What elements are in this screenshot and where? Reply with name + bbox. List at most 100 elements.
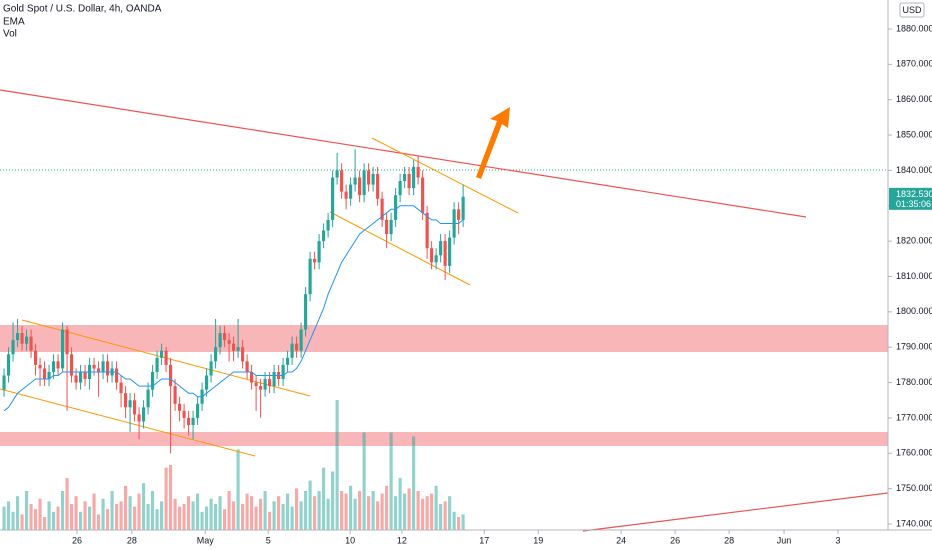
x-tick-label: 28 <box>127 535 137 545</box>
candle-body <box>38 364 42 369</box>
price-layer <box>2 149 465 454</box>
candle-body <box>358 177 362 196</box>
volume-bar <box>358 491 362 530</box>
candle-body <box>335 170 339 178</box>
volume-bar <box>187 496 191 530</box>
candle-body <box>101 361 105 372</box>
candle-body <box>430 248 434 263</box>
x-tick-label: 10 <box>345 535 355 545</box>
volume-bar <box>250 496 254 530</box>
volume-bar <box>2 506 6 530</box>
candle-body <box>304 294 308 330</box>
candle-body <box>448 237 452 266</box>
candle-body <box>160 350 164 358</box>
candle-body <box>92 364 96 369</box>
candle-body <box>196 403 200 418</box>
volume-bar <box>128 496 132 530</box>
x-tick-label: 19 <box>533 535 543 545</box>
candle-body <box>155 357 159 372</box>
volume-bar <box>277 496 281 530</box>
volume-bar <box>29 504 33 530</box>
volume-bar <box>114 504 119 530</box>
candle-body <box>340 170 344 192</box>
y-tick-label: 1880.000 <box>896 23 932 33</box>
volume-bar <box>47 501 51 530</box>
candle-body <box>173 386 177 404</box>
volume-bar <box>349 485 353 530</box>
chart-title: Gold Spot / U.S. Dollar, 4h, OANDA <box>3 4 162 15</box>
candle-body <box>69 354 74 376</box>
currency[interactable]: USD <box>902 5 922 15</box>
candle-body <box>191 417 195 425</box>
volume-bar <box>155 509 159 530</box>
candle-body <box>24 336 29 344</box>
support-zone <box>0 432 888 446</box>
volume-bar <box>169 465 173 530</box>
volume-bar <box>331 471 335 530</box>
candle-body <box>2 375 6 390</box>
arrow <box>476 107 510 179</box>
y-tick-label: 1790.000 <box>896 342 932 352</box>
volume-bar <box>132 506 137 530</box>
volume-bar <box>38 498 42 530</box>
volume-bar <box>105 509 110 530</box>
volume-bar <box>353 498 357 530</box>
volume-bar <box>367 496 371 530</box>
channel-line <box>371 137 519 214</box>
candle-body <box>353 177 357 185</box>
volume-bar <box>416 491 420 530</box>
volume-bar <box>69 504 74 530</box>
candle-body <box>295 343 299 351</box>
candle-body <box>141 407 146 422</box>
price-axis <box>888 0 932 550</box>
last-price-box <box>889 187 932 210</box>
candle-body <box>227 340 231 344</box>
candle-body <box>286 357 290 365</box>
candle-body <box>182 410 186 418</box>
candle-body <box>398 181 402 196</box>
volume-bar <box>160 501 164 530</box>
candle-body <box>146 389 150 408</box>
currency-box[interactable] <box>899 2 925 18</box>
volume-bar <box>56 506 60 530</box>
volume-bar <box>146 504 150 530</box>
volume-bar <box>20 514 24 530</box>
candle-body <box>29 336 33 351</box>
candle-body <box>254 382 258 387</box>
candle-body <box>11 340 15 355</box>
channel-line <box>0 388 256 457</box>
candle-body <box>412 166 416 189</box>
volume-bar <box>214 504 218 530</box>
candle-body <box>389 219 393 235</box>
volume-bar <box>15 496 20 530</box>
candle-body <box>105 361 110 376</box>
volume-bar <box>403 493 407 530</box>
candle-body <box>164 350 168 365</box>
volume-bar <box>119 501 123 530</box>
candle-body <box>241 347 245 362</box>
candle-body <box>439 241 443 256</box>
volume-bar <box>232 501 236 530</box>
candle-body <box>416 166 420 178</box>
x-tick-label: May <box>197 535 215 545</box>
candle-body <box>403 173 407 182</box>
candle-body <box>83 371 87 380</box>
volume-bar <box>33 509 38 530</box>
volume-bar <box>60 491 65 530</box>
candle-body <box>178 403 182 411</box>
volume-bar <box>335 400 339 530</box>
volume-bar <box>227 491 231 530</box>
y-tick-label: 1760.000 <box>896 448 932 458</box>
candle-body <box>214 347 218 362</box>
candle-body <box>218 333 222 348</box>
candle-body <box>425 212 429 249</box>
volume-bar <box>205 506 209 530</box>
volume-bar <box>394 496 398 530</box>
candle-body <box>47 371 51 380</box>
indicator-label: EMA <box>3 17 25 28</box>
volume-bar <box>141 483 146 530</box>
candle-body <box>20 333 24 344</box>
volume-bar <box>425 496 429 530</box>
candle-body <box>151 371 155 390</box>
volume-bar <box>254 506 258 530</box>
